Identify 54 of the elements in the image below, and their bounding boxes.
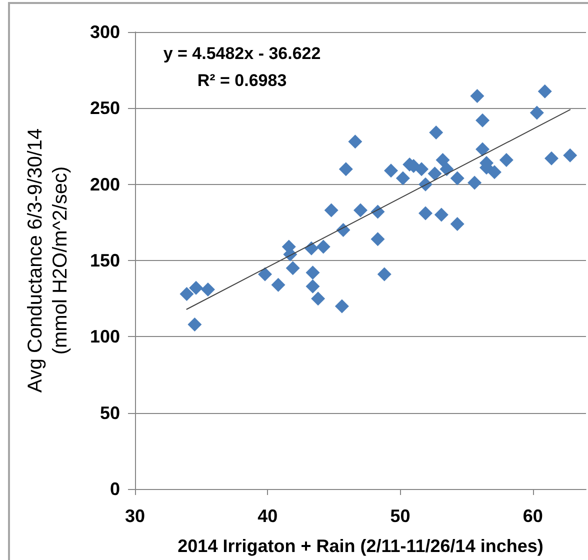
point [377, 267, 392, 282]
point [384, 164, 398, 178]
point [434, 208, 448, 222]
point [180, 287, 194, 302]
y-tick-label: 0 [110, 479, 120, 499]
point [334, 299, 349, 314]
y-tick-label: 300 [90, 22, 120, 42]
point [563, 148, 578, 162]
annotation: R² = 0.6983 [197, 71, 287, 90]
point [530, 106, 544, 120]
point [487, 165, 502, 180]
point [370, 232, 385, 246]
y-axis-title: Avg Conductance 6/3-9/30/14 (mmol H2O/m^2/sec) [24, 128, 72, 393]
point [499, 152, 514, 167]
x-tick-label: 40 [258, 506, 278, 526]
point [428, 166, 442, 181]
point [450, 216, 464, 231]
point [306, 279, 320, 294]
point [414, 162, 429, 176]
point [324, 203, 338, 218]
point [450, 171, 464, 186]
point [311, 292, 326, 306]
x-axis-title: 2014 Irrigaton + Rain (2/11-11/26/14 inches) [178, 536, 544, 556]
point [189, 280, 204, 295]
point [470, 88, 484, 103]
point [440, 162, 454, 176]
y-tick-label: 250 [90, 98, 120, 118]
x-tick-label: 50 [390, 506, 410, 526]
point [418, 206, 432, 220]
point [468, 176, 482, 190]
point [338, 162, 353, 176]
point [538, 84, 552, 98]
point [258, 267, 272, 282]
point [354, 203, 368, 218]
y-tick-label: 50 [100, 402, 120, 423]
point [271, 278, 286, 292]
y-tick-label: 200 [90, 174, 120, 194]
x-tick-label: 30 [124, 506, 146, 526]
point [188, 317, 202, 332]
y-tick-label: 100 [90, 326, 120, 347]
point [436, 152, 450, 167]
point [476, 142, 490, 156]
annotation: y = 4.5482x - 36.622 [163, 44, 321, 63]
point [286, 261, 300, 276]
point [348, 134, 362, 149]
point [544, 151, 559, 166]
point [429, 126, 444, 140]
point [476, 113, 490, 128]
point [306, 266, 320, 280]
y-tick-label: 150 [90, 250, 120, 270]
point [200, 282, 215, 296]
point [396, 171, 410, 186]
x-tick-label: 60 [522, 506, 543, 526]
point [316, 240, 330, 254]
